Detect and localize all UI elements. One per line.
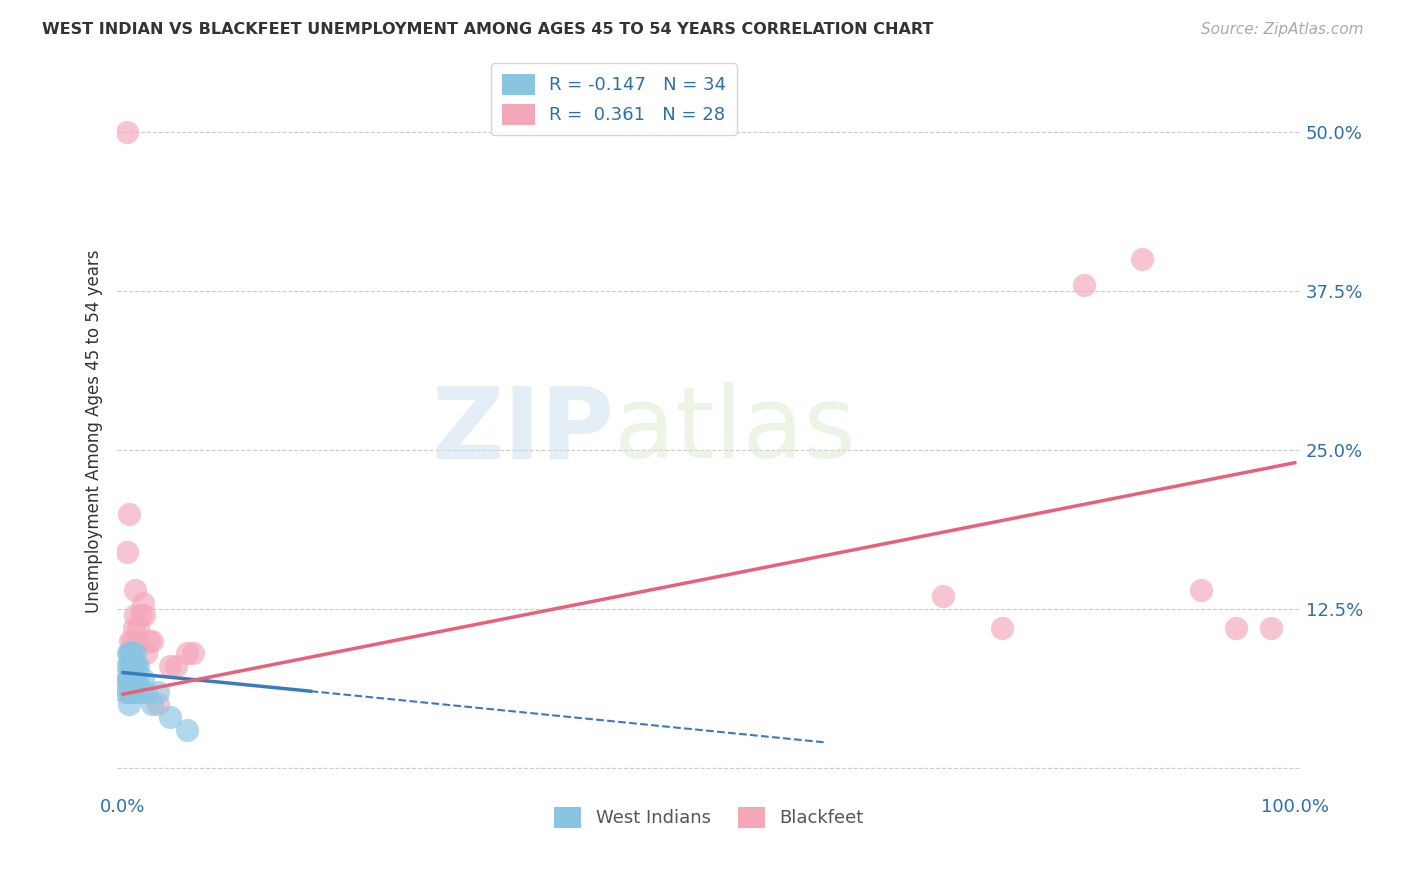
Point [127, 633, 149, 648]
Point [115, 545, 138, 559]
Point [122, 621, 145, 635]
Point [127, 659, 149, 673]
Point [120, 684, 142, 698]
Point [120, 633, 142, 648]
Point [124, 684, 146, 698]
Point [183, 647, 205, 661]
Point [1132, 252, 1154, 267]
Point [121, 684, 143, 698]
Point [159, 659, 181, 673]
Point [122, 659, 145, 673]
Point [117, 684, 139, 698]
Text: ZIP: ZIP [432, 383, 614, 479]
Point [141, 698, 163, 712]
Point [129, 684, 152, 698]
Point [148, 698, 170, 712]
Point [1260, 621, 1282, 635]
Point [121, 647, 143, 661]
Text: Source: ZipAtlas.com: Source: ZipAtlas.com [1201, 22, 1364, 37]
Point [120, 647, 142, 661]
Legend: West Indians, Blackfeet: West Indians, Blackfeet [547, 800, 870, 835]
Point [127, 621, 149, 635]
Point [1225, 621, 1247, 635]
Point [134, 608, 156, 623]
Point [141, 633, 163, 648]
Point [932, 589, 955, 603]
Point [991, 621, 1014, 635]
Point [118, 672, 141, 686]
Point [115, 125, 138, 139]
Point [115, 672, 138, 686]
Point [118, 698, 141, 712]
Point [120, 672, 142, 686]
Point [132, 596, 155, 610]
Point [117, 672, 139, 686]
Point [117, 647, 139, 661]
Point [118, 647, 141, 661]
Point [176, 723, 198, 737]
Point [120, 659, 142, 673]
Point [148, 684, 170, 698]
Point [159, 710, 181, 724]
Point [124, 582, 146, 597]
Point [114, 684, 136, 698]
Point [124, 647, 146, 661]
Point [138, 633, 160, 648]
Point [125, 672, 148, 686]
Text: WEST INDIAN VS BLACKFEET UNEMPLOYMENT AMONG AGES 45 TO 54 YEARS CORRELATION CHAR: WEST INDIAN VS BLACKFEET UNEMPLOYMENT AM… [42, 22, 934, 37]
Point [127, 672, 149, 686]
Point [118, 507, 141, 521]
Point [121, 672, 143, 686]
Point [135, 684, 157, 698]
Point [135, 647, 157, 661]
Text: atlas: atlas [614, 383, 856, 479]
Point [124, 608, 146, 623]
Point [125, 659, 148, 673]
Point [120, 684, 142, 698]
Point [1073, 277, 1095, 292]
Point [132, 672, 155, 686]
Point [1189, 582, 1212, 597]
Y-axis label: Unemployment Among Ages 45 to 54 years: Unemployment Among Ages 45 to 54 years [86, 249, 103, 613]
Point [122, 672, 145, 686]
Point [176, 647, 198, 661]
Point [115, 659, 138, 673]
Point [118, 659, 141, 673]
Point [165, 659, 187, 673]
Point [121, 633, 143, 648]
Point [129, 608, 152, 623]
Point [120, 659, 142, 673]
